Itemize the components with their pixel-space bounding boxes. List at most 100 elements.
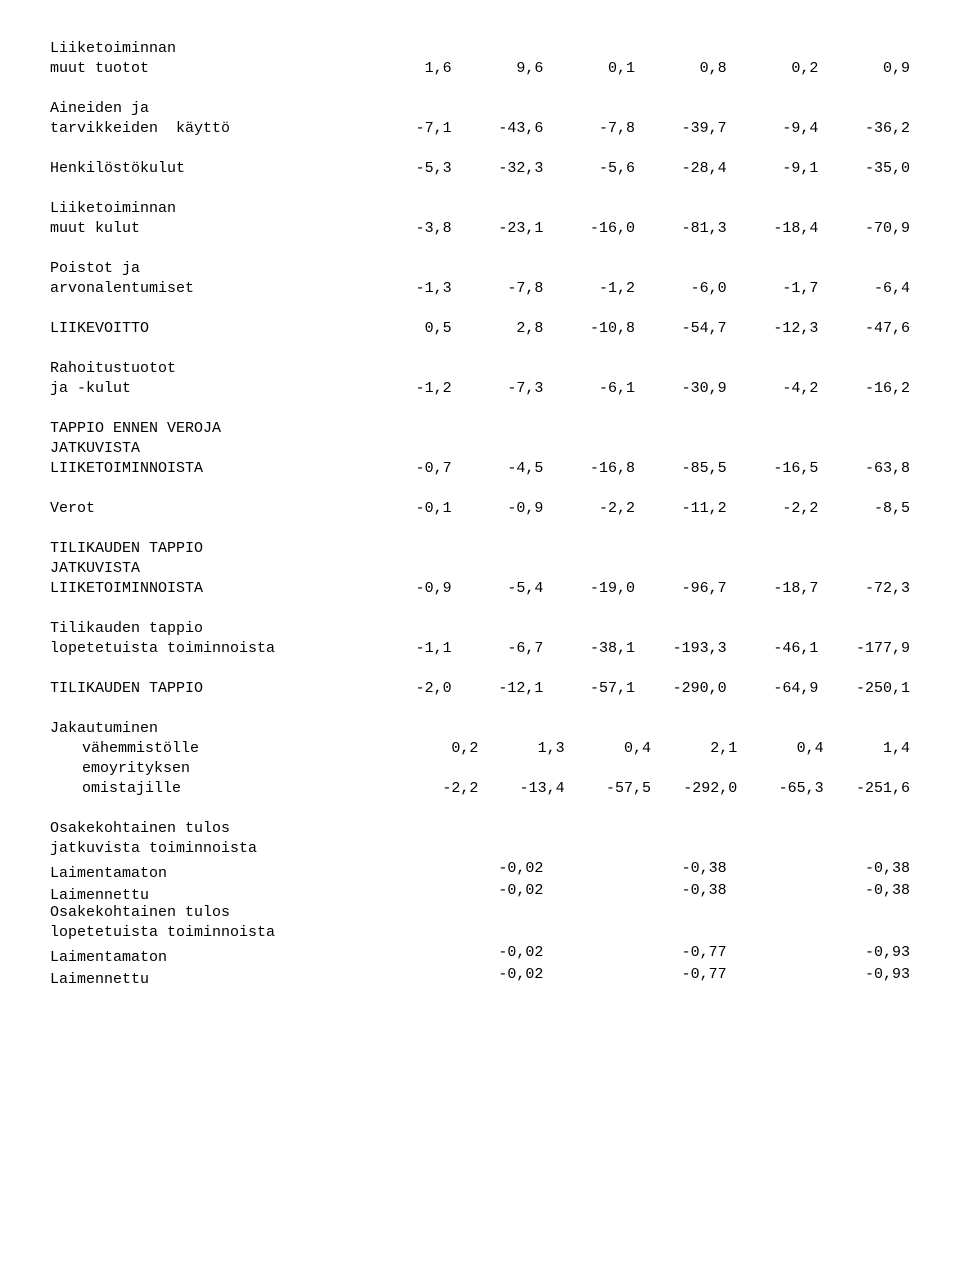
value-cell bbox=[727, 966, 819, 983]
value-cell: -177,9 bbox=[818, 640, 910, 657]
value-columns: -1,2-7,3-6,1-30,9-4,2-16,2 bbox=[360, 380, 910, 397]
data-row: vähemmistölle0,21,30,42,10,41,4 bbox=[50, 740, 910, 760]
value-cell bbox=[543, 966, 635, 983]
row-label: Henkilöstökulut bbox=[50, 160, 360, 177]
row-label: Osakekohtainen tulos bbox=[50, 820, 360, 837]
value-cell: 0,2 bbox=[727, 60, 819, 77]
value-cell: -32,3 bbox=[452, 160, 544, 177]
value-cell: -1,1 bbox=[360, 640, 452, 657]
value-cell: -0,9 bbox=[360, 580, 452, 597]
value-cell: -0,02 bbox=[452, 966, 544, 983]
value-columns: -0,9-5,4-19,0-96,7-18,7-72,3 bbox=[360, 580, 910, 597]
data-row: arvonalentumiset-1,3-7,8-1,2-6,0-1,7-6,4 bbox=[50, 280, 910, 300]
value-cell bbox=[727, 882, 819, 899]
value-cell: -18,7 bbox=[727, 580, 819, 597]
value-cell: -28,4 bbox=[635, 160, 727, 177]
value-cell: 0,4 bbox=[565, 740, 651, 757]
value-cell: -5,3 bbox=[360, 160, 452, 177]
row-label: emoyrityksen bbox=[50, 760, 392, 777]
label-row: TILIKAUDEN TAPPIO bbox=[50, 540, 910, 560]
value-cell: -0,77 bbox=[635, 944, 727, 961]
label-row: Osakekohtainen tulos bbox=[50, 904, 910, 924]
row-spacer bbox=[50, 140, 910, 160]
eps-columns: -0,02-0,77-0,93 bbox=[360, 966, 910, 983]
value-cell: 2,1 bbox=[651, 740, 737, 757]
value-cell: -1,2 bbox=[543, 280, 635, 297]
value-cell: -70,9 bbox=[818, 220, 910, 237]
value-cell: -38,1 bbox=[543, 640, 635, 657]
value-cell: -16,5 bbox=[727, 460, 819, 477]
data-row: tarvikkeiden käyttö-7,1-43,6-7,8-39,7-9,… bbox=[50, 120, 910, 140]
data-row: Henkilöstökulut-5,3-32,3-5,6-28,4-9,1-35… bbox=[50, 160, 910, 180]
row-label: LIIKETOIMINNOISTA bbox=[50, 460, 360, 477]
value-cell: 1,3 bbox=[478, 740, 564, 757]
value-cell: 0,9 bbox=[818, 60, 910, 77]
row-label: omistajille bbox=[50, 780, 392, 797]
value-cell: -2,0 bbox=[360, 680, 452, 697]
value-cell: -0,7 bbox=[360, 460, 452, 477]
value-cell: -3,8 bbox=[360, 220, 452, 237]
data-row: omistajille-2,2-13,4-57,5-292,0-65,3-251… bbox=[50, 780, 910, 800]
value-cell: -0,1 bbox=[360, 500, 452, 517]
data-row: muut tuotot1,69,60,10,80,20,9 bbox=[50, 60, 910, 80]
eps-row: Laimentamaton-0,02-0,77-0,93 bbox=[50, 944, 910, 966]
eps-columns: -0,02-0,38-0,38 bbox=[360, 860, 910, 877]
row-label: Osakekohtainen tulos bbox=[50, 904, 360, 921]
value-cell: -64,9 bbox=[727, 680, 819, 697]
data-row: lopetetuista toiminnoista-1,1-6,7-38,1 -1… bbox=[50, 640, 910, 660]
value-cell: -0,02 bbox=[452, 944, 544, 961]
label-row: Rahoitustuotot bbox=[50, 360, 910, 380]
row-spacer bbox=[50, 600, 910, 620]
value-cell: -9,1 bbox=[727, 160, 819, 177]
value-columns: -5,3-32,3-5,6-28,4-9,1-35,0 bbox=[360, 160, 910, 177]
financial-table: Liiketoiminnanmuut tuotot1,69,60,10,80,2… bbox=[50, 40, 910, 988]
value-cell: -12,3 bbox=[727, 320, 819, 337]
row-label: JATKUVISTA bbox=[50, 440, 360, 457]
value-cell: -6,1 bbox=[543, 380, 635, 397]
row-label: arvonalentumiset bbox=[50, 280, 360, 297]
value-cell: -43,6 bbox=[452, 120, 544, 137]
value-cell: 0,8 bbox=[635, 60, 727, 77]
row-label: Aineiden ja bbox=[50, 100, 360, 117]
label-row: Tilikauden tappio bbox=[50, 620, 910, 640]
value-cell: -54,7 bbox=[635, 320, 727, 337]
value-cell: -72,3 bbox=[818, 580, 910, 597]
value-cell: -251,6 bbox=[824, 780, 910, 797]
row-spacer bbox=[50, 800, 910, 820]
value-cell: -57,5 bbox=[565, 780, 651, 797]
eps-row: Laimentamaton-0,02-0,38-0,38 bbox=[50, 860, 910, 882]
value-cell: -0,38 bbox=[635, 882, 727, 899]
value-cell: -7,3 bbox=[452, 380, 544, 397]
value-cell: -0,02 bbox=[452, 860, 544, 877]
row-label: Laimennettu bbox=[50, 887, 360, 904]
value-cell: 9,6 bbox=[452, 60, 544, 77]
row-label: JATKUVISTA bbox=[50, 560, 360, 577]
value-cell: -30,9 bbox=[635, 380, 727, 397]
eps-columns: -0,02-0,77-0,93 bbox=[360, 944, 910, 961]
value-cell: -0,77 bbox=[635, 966, 727, 983]
value-cell bbox=[543, 944, 635, 961]
value-cell: -290,0 bbox=[635, 680, 727, 697]
label-row: JATKUVISTA bbox=[50, 440, 910, 460]
value-cell: -6,7 bbox=[452, 640, 544, 657]
value-cell: -23,1 bbox=[452, 220, 544, 237]
row-label: Rahoitustuotot bbox=[50, 360, 360, 377]
value-cell: -6,0 bbox=[635, 280, 727, 297]
value-cell: -7,8 bbox=[543, 120, 635, 137]
value-columns: 1,69,60,10,80,20,9 bbox=[360, 60, 910, 77]
value-cell: -47,6 bbox=[818, 320, 910, 337]
value-cell: 0,4 bbox=[737, 740, 823, 757]
row-label: lopetetuista toiminnoista bbox=[50, 640, 360, 657]
value-cell: -46,1 bbox=[727, 640, 819, 657]
value-cell: -0,9 bbox=[452, 500, 544, 517]
row-label: Jakautuminen bbox=[50, 720, 360, 737]
row-spacer bbox=[50, 700, 910, 720]
row-label: LIIKETOIMINNOISTA bbox=[50, 580, 360, 597]
value-cell: -5,6 bbox=[543, 160, 635, 177]
label-row: TAPPIO ENNEN VEROJA bbox=[50, 420, 910, 440]
label-row: JATKUVISTA bbox=[50, 560, 910, 580]
label-row: Poistot ja bbox=[50, 260, 910, 280]
value-cell: -4,5 bbox=[452, 460, 544, 477]
value-cell: -292,0 bbox=[651, 780, 737, 797]
label-row: lopetetuista toiminnoista bbox=[50, 924, 910, 944]
